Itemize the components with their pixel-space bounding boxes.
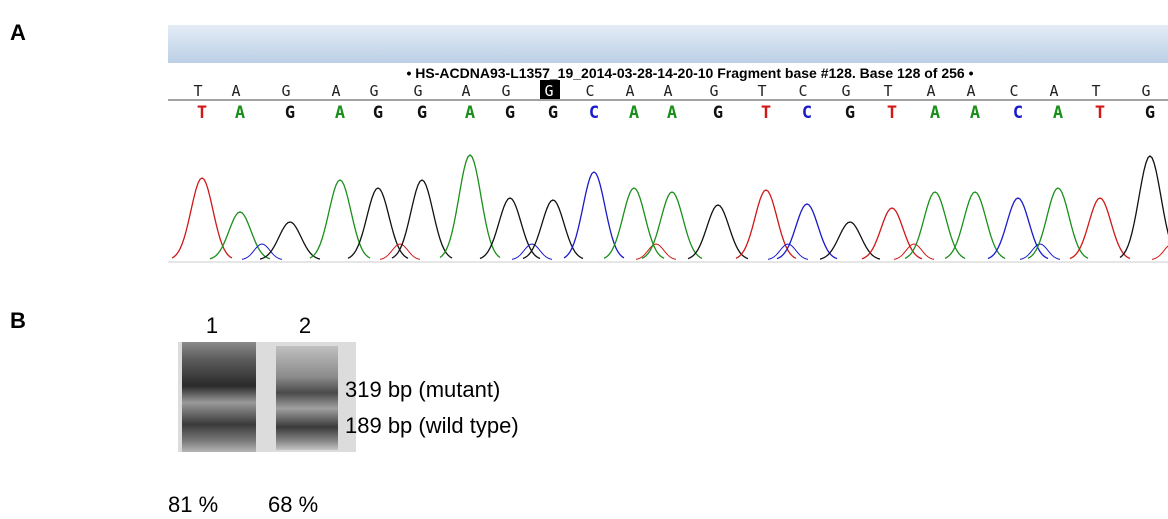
base-bottom: C <box>802 103 812 123</box>
band-label: 189 bp (wild type) <box>345 413 519 438</box>
trace-minor-peak <box>893 243 935 260</box>
base-top: G <box>369 82 378 100</box>
trace-peak <box>735 189 797 259</box>
lane-label: 1 <box>206 313 218 338</box>
base-bottom: G <box>417 103 427 123</box>
base-bottom: T <box>1095 103 1105 123</box>
gel-lane <box>276 346 338 450</box>
base-top: G <box>544 82 553 100</box>
trace-minor-peak <box>379 243 421 260</box>
base-top: A <box>461 82 470 100</box>
base-top: G <box>709 82 718 100</box>
base-top: A <box>231 82 240 100</box>
panel-label: A <box>10 20 26 45</box>
trace-peak <box>563 171 625 259</box>
trace-peak <box>309 179 371 259</box>
base-top: G <box>1141 82 1150 100</box>
percentage: 68 % <box>268 492 318 517</box>
base-top: T <box>193 82 202 100</box>
base-bottom: C <box>1013 103 1023 123</box>
trace-minor-peak <box>511 243 553 260</box>
base-top: G <box>413 82 422 100</box>
trace-peak <box>209 211 271 260</box>
trace-peak <box>687 204 749 260</box>
base-bottom: T <box>197 103 207 123</box>
base-bottom: A <box>970 103 980 123</box>
trace-minor-peak <box>1151 245 1168 260</box>
base-bottom: A <box>1053 103 1063 123</box>
percentage: 81 % <box>168 492 218 517</box>
base-top: A <box>966 82 975 100</box>
trace-peak <box>522 199 584 260</box>
trace-minor-peak <box>241 243 283 260</box>
trace-minor-peak <box>635 243 677 260</box>
trace-peak <box>1119 155 1168 259</box>
gel-lane <box>182 342 256 452</box>
base-top: T <box>1091 82 1100 100</box>
panel-label: B <box>10 308 26 333</box>
trace-peak <box>259 221 321 260</box>
base-bottom: G <box>1145 103 1155 123</box>
trace-peak <box>347 187 409 259</box>
base-bottom: T <box>887 103 897 123</box>
trace-peak <box>1027 187 1089 259</box>
base-top: A <box>331 82 340 100</box>
base-bottom: T <box>761 103 771 123</box>
base-bottom: A <box>335 103 345 123</box>
trace-title: • HS-ACDNA93-L1357_19_2014-03-28-14-20-1… <box>407 65 974 81</box>
base-bottom: G <box>373 103 383 123</box>
base-top: C <box>585 82 594 100</box>
trace-peak <box>861 207 923 260</box>
base-top: C <box>798 82 807 100</box>
base-bottom: G <box>713 103 723 123</box>
base-top: A <box>625 82 634 100</box>
base-bottom: C <box>589 103 599 123</box>
trace-peak <box>641 191 703 259</box>
trace-minor-peak <box>767 243 809 260</box>
base-top: T <box>757 82 766 100</box>
base-bottom: G <box>285 103 295 123</box>
trace-peak <box>439 154 501 259</box>
trace-peak <box>391 179 453 259</box>
base-top: G <box>281 82 290 100</box>
chromatogram <box>171 154 1168 260</box>
base-top: G <box>501 82 510 100</box>
lane-label: 2 <box>299 313 311 338</box>
base-bottom: A <box>629 103 639 123</box>
trace-minor-peak <box>1019 243 1061 260</box>
base-top: A <box>663 82 672 100</box>
base-bottom: A <box>667 103 677 123</box>
base-bottom: A <box>930 103 940 123</box>
base-bottom: A <box>465 103 475 123</box>
base-top: C <box>1009 82 1018 100</box>
trace-peak <box>944 191 1006 259</box>
header-band <box>168 25 1168 63</box>
base-bottom: G <box>505 103 515 123</box>
band-label: 319 bp (mutant) <box>345 377 500 402</box>
base-bottom: G <box>548 103 558 123</box>
trace-peak <box>987 197 1049 260</box>
base-top: A <box>1049 82 1058 100</box>
trace-peak <box>603 187 665 259</box>
trace-peak <box>171 177 233 259</box>
trace-peak <box>904 191 966 259</box>
trace-peak <box>479 197 541 260</box>
base-bottom: G <box>845 103 855 123</box>
selected-base <box>540 80 560 99</box>
trace-peak <box>819 221 881 260</box>
base-top: G <box>841 82 850 100</box>
base-top: T <box>883 82 892 100</box>
base-top: A <box>926 82 935 100</box>
trace-peak <box>1069 197 1131 260</box>
base-bottom: A <box>235 103 245 123</box>
base-calls: T A G A G G A G G C A A G T C G T A A C A T GT A G A G G A G G C A A G T C G T… <box>193 80 1155 123</box>
trace-peak <box>776 203 838 260</box>
